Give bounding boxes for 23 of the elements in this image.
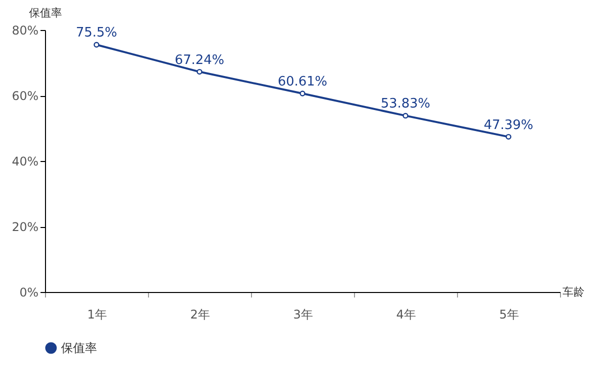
point: [94, 42, 100, 48]
data-label: 53.83%: [380, 96, 430, 112]
x-tick-label: 2年: [190, 308, 210, 322]
legend-label: 保值率: [61, 341, 97, 355]
data-label: 60.61%: [278, 74, 328, 90]
data-label: 67.24%: [174, 52, 224, 68]
x-tick-label: 5年: [499, 308, 519, 322]
y-tick-label: 20%: [12, 220, 38, 234]
point: [300, 90, 306, 96]
x-tick-label: 4年: [396, 308, 416, 322]
x-axis-title: 车龄: [562, 286, 584, 298]
y-tick-label: 80%: [12, 24, 38, 38]
data-label: 75.5%: [76, 26, 118, 41]
y-tick-label: 40%: [12, 154, 38, 168]
data-label: 47.39%: [484, 118, 534, 133]
y-tick-label: 60%: [12, 89, 38, 103]
y-tick-label: 0%: [19, 286, 38, 300]
point: [196, 68, 202, 75]
x-tick-label: 1年: [87, 308, 107, 322]
x-tick-label: 3年: [293, 308, 313, 322]
point: [402, 112, 408, 119]
point: [506, 134, 512, 140]
y-axis-title: 保值率: [29, 6, 62, 20]
